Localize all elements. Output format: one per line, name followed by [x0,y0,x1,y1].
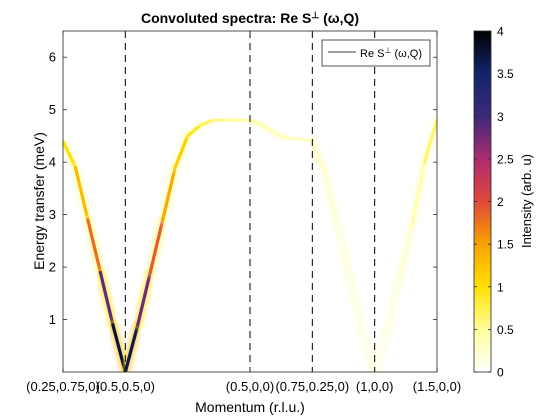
colorbar-label: Intensity (arb. u) [519,154,534,248]
x-tick-label: (0.25,0.75,0) [26,379,100,394]
legend: Re S⊥ (ω,Q) [321,39,431,67]
dashed-lines [124,31,376,372]
x-tick-label: (1.5,0,0) [413,379,461,394]
chart-title: Convoluted spectra: Re S⊥ (ω,Q) [141,10,359,26]
dispersion-curve [63,115,437,372]
colorbar-tick-label: 4 [497,25,504,39]
dispersion-segment [398,223,414,280]
dispersion-segment [148,218,165,274]
colorbar-ticks: 0 0.5 1 1.5 2 2.5 3 3.5 4 [474,25,514,380]
dispersion-segment [173,134,190,169]
x-tick-label: (0.5,0.5,0) [96,379,155,394]
dispersion-segment [422,118,437,164]
colorbar-tick-label: 0.5 [497,323,514,337]
dispersion-segment [323,171,339,227]
x-axis-label: Momentum (r.l.u.) [195,399,305,415]
tick-marks [62,31,438,372]
dispersion-segment [410,160,427,227]
dispersion-segment [373,328,389,372]
y-tick-label: 1 [49,312,56,327]
colorbar-tick-label: 3.5 [497,67,514,81]
colorbar: 0 0.5 1 1.5 2 2.5 3 3.5 4 Intensity (arb. u) [473,25,534,380]
dispersion-segment [385,275,402,332]
dispersion-segment [123,323,140,372]
dispersion-segment [98,270,115,327]
legend-box [321,39,431,67]
y-tick-label: 4 [49,155,56,170]
colorbar-tick-label: 0 [497,366,504,380]
plot-area: 1 2 3 4 5 6 (0.25,0.75,0)(0.5,0.5,0) (0.5,0,0)… [26,30,461,394]
dispersion-segment [335,223,352,280]
dispersion-segment [161,165,177,222]
y-tick-label: 2 [49,260,56,275]
dispersion-segment [348,275,364,332]
y-tick-label: 5 [49,102,56,117]
x-tick-label: (0.5,0,0) [226,379,274,394]
dispersion-segment [73,165,90,222]
x-tick-label: (1,0,0) [356,379,394,394]
colorbar-tick-label: 2.5 [497,152,514,166]
colorbar-tick-label: 1 [497,280,504,294]
dispersion-segment [136,270,152,327]
y-tick-label: 6 [49,50,56,65]
colorbar-tick-label: 2 [497,195,504,209]
dispersion-segment [86,218,103,274]
colorbar-tick-label: 1.5 [497,238,514,252]
legend-label: Re S⊥ (ω,Q) [360,46,422,60]
y-tick-labels: 1 2 3 4 5 6 [49,50,56,327]
colorbar-tick-label: 3 [497,110,504,124]
y-tick-label: 3 [49,207,56,222]
dispersion-segment [63,139,78,169]
x-tick-labels: (0.25,0.75,0)(0.5,0.5,0) (0.5,0,0) (0.75,0… [26,379,461,394]
x-tick-label: (0.75,0.25,0) [275,379,349,394]
dispersion-segment [310,139,327,175]
y-axis-label: Energy transfer (meV) [31,132,47,270]
